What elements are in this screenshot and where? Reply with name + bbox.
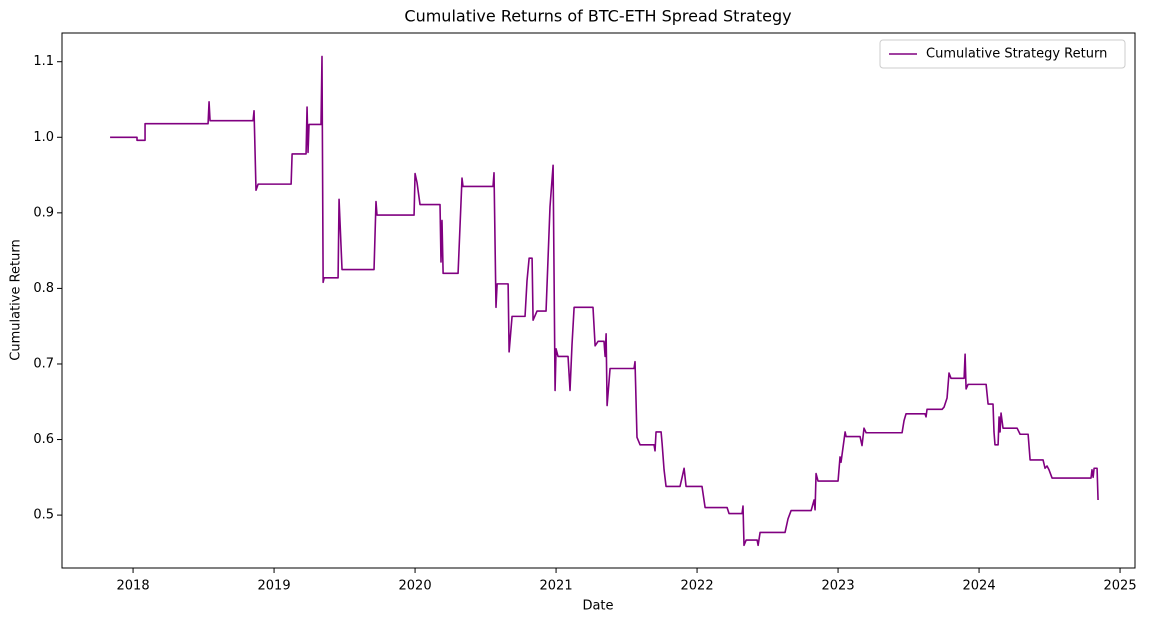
plot-frame	[61, 32, 1136, 569]
x-axis-label: Date	[582, 599, 613, 614]
data-line	[110, 55, 1099, 547]
y-tick-label: 0.6	[33, 432, 54, 447]
x-tick-label: 2022	[681, 579, 714, 594]
x-tick-label: 2024	[963, 579, 996, 594]
x-tick-label: 2019	[258, 579, 291, 594]
x-tick-label: 2023	[822, 579, 855, 594]
y-axis-label: Cumulative Return	[9, 239, 24, 360]
legend-box	[879, 39, 1126, 69]
x-tick-label: 2021	[540, 579, 573, 594]
y-tick-label: 0.9	[33, 205, 54, 220]
y-tick-label: 1.0	[33, 130, 54, 145]
y-tick-label: 0.7	[33, 356, 54, 371]
y-tick-label: 0.5	[33, 508, 54, 523]
legend-label: Cumulative Strategy Return	[926, 47, 1107, 62]
x-tick-label: 2020	[399, 579, 432, 594]
chart-title: Cumulative Returns of BTC-ETH Spread Str…	[404, 7, 791, 26]
x-tick-label: 2018	[117, 579, 150, 594]
y-tick-label: 1.1	[33, 54, 54, 69]
y-tick-label: 0.8	[33, 281, 54, 296]
x-tick-label: 2025	[1104, 579, 1137, 594]
